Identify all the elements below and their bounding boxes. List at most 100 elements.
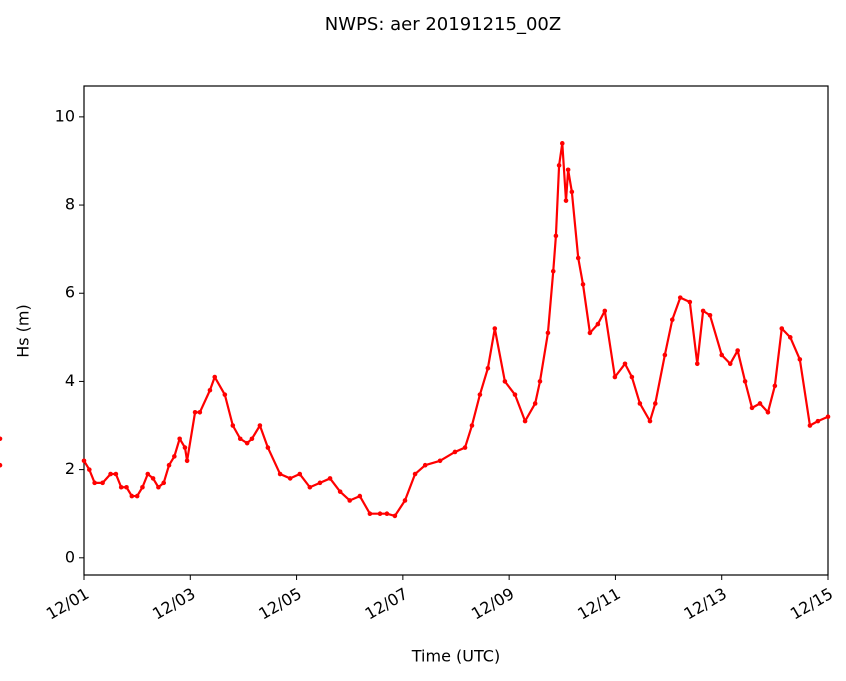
data-point <box>161 480 167 486</box>
data-point <box>772 383 778 389</box>
data-point <box>249 436 255 442</box>
data-point <box>377 511 383 517</box>
data-point <box>422 462 428 468</box>
data-point <box>556 163 562 168</box>
data-point <box>113 471 119 477</box>
data-point <box>825 414 831 420</box>
data-point <box>402 498 408 503</box>
data-point <box>197 409 203 415</box>
data-point <box>637 401 643 406</box>
data-point <box>565 167 571 173</box>
data-point <box>81 458 87 464</box>
data-point <box>477 392 483 397</box>
data-point <box>392 513 398 519</box>
data-point <box>580 282 586 287</box>
data-point <box>437 458 443 464</box>
data-point <box>156 484 161 490</box>
data-point <box>0 436 3 442</box>
data-point <box>719 352 725 358</box>
data-point <box>469 423 475 428</box>
data-point <box>150 476 156 481</box>
data-point <box>700 308 706 314</box>
data-point <box>337 489 343 494</box>
data-point <box>532 401 538 406</box>
y-tick-label: 10 <box>55 106 75 125</box>
data-point <box>559 141 565 146</box>
data-point <box>807 423 813 428</box>
data-point <box>569 189 575 195</box>
x-tick-label: 12/07 <box>362 584 411 624</box>
data-point <box>815 418 821 424</box>
data-point <box>687 299 693 305</box>
data-point <box>222 392 228 397</box>
data-point <box>694 361 700 367</box>
data-point <box>108 471 113 477</box>
data-point <box>347 498 353 503</box>
data-point <box>182 445 188 450</box>
data-point <box>742 379 748 384</box>
data-point <box>237 436 243 442</box>
data-point <box>550 268 556 274</box>
data-point <box>602 308 608 314</box>
data-point <box>587 330 593 336</box>
data-point <box>757 401 763 406</box>
data-point <box>87 467 92 472</box>
data-point <box>100 480 105 486</box>
data-point <box>172 454 177 459</box>
data-point <box>707 312 713 318</box>
data-point <box>212 374 218 380</box>
plot-frame <box>83 85 829 576</box>
data-point <box>677 295 683 300</box>
data-point <box>134 493 140 499</box>
data-point <box>265 445 271 450</box>
x-tick-label: 12/11 <box>574 584 623 624</box>
x-tick-label: 12/03 <box>149 584 198 624</box>
data-point <box>192 409 198 415</box>
x-tick-label: 12/05 <box>255 584 304 624</box>
data-point <box>652 401 658 406</box>
data-point <box>207 387 213 393</box>
data-point <box>412 471 418 477</box>
data-point <box>367 511 373 517</box>
data-point <box>287 476 293 481</box>
data-point <box>545 330 551 336</box>
data-point <box>327 476 333 481</box>
data-point <box>257 423 263 428</box>
data-point <box>662 352 668 358</box>
y-tick-label: 4 <box>65 371 75 390</box>
data-point <box>749 405 755 411</box>
data-point <box>129 493 135 499</box>
chart-title: NWPS: aer 20191215_00Z <box>325 14 561 35</box>
data-point <box>622 361 628 367</box>
data-point <box>595 321 601 327</box>
data-point <box>797 357 803 362</box>
data-point <box>537 379 543 384</box>
data-point <box>563 198 569 203</box>
y-tick-label: 8 <box>65 195 75 214</box>
data-point <box>669 317 675 322</box>
data-point <box>118 484 124 490</box>
data-point <box>779 326 785 331</box>
data-point <box>522 418 528 424</box>
data-point <box>765 409 771 415</box>
y-tick-label: 2 <box>65 459 75 478</box>
data-point <box>145 471 151 477</box>
data-point <box>184 458 190 464</box>
data-point <box>140 484 145 490</box>
data-point <box>307 484 313 490</box>
data-point <box>317 480 323 486</box>
x-tick-label: 12/13 <box>681 584 730 624</box>
data-point <box>647 418 653 424</box>
data-point <box>787 335 793 340</box>
x-tick-label: 12/01 <box>43 584 92 624</box>
y-tick-label: 6 <box>65 283 75 302</box>
data-point <box>612 374 618 380</box>
data-point <box>230 423 236 428</box>
data-point <box>502 379 508 384</box>
data-point <box>512 392 518 397</box>
data-point <box>727 361 733 367</box>
data-point <box>177 436 182 442</box>
x-tick-label: 12/15 <box>787 584 836 624</box>
data-point <box>452 449 458 455</box>
